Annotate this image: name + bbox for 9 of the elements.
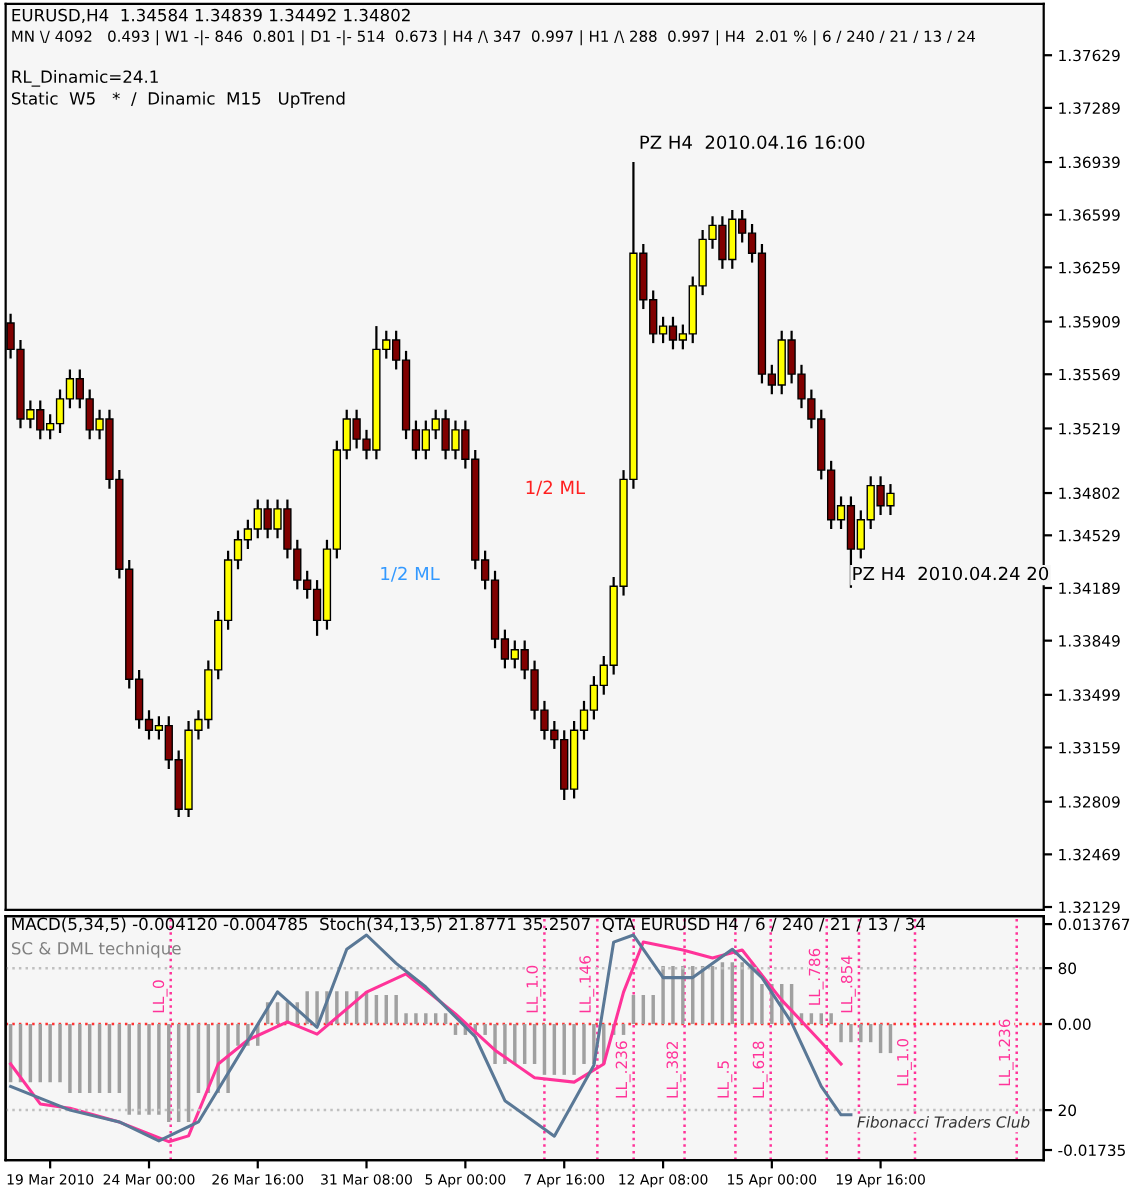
annotation: RL_Dinamic=24.1 bbox=[12, 70, 158, 87]
annotation: PZ H4 2010.04.16 16:00 bbox=[640, 135, 865, 150]
annotation: SC & DML technique bbox=[11, 941, 181, 958]
annotation: 1/2 ML bbox=[381, 566, 440, 582]
chart-title: EURUSD,H4 1.34584 1.34839 1.34492 1.34802 bbox=[12, 8, 410, 24]
chart-title: MACD(5,34,5) -0.004120 -0.004785 Stoch(34,13,5) 21.8771 35.2507 QTA EURUSD H4 / 6 / 240 / 21 / 13 / 34 bbox=[12, 917, 926, 933]
annotation: Static W5 * / Dinamic M15 UpTrend bbox=[11, 91, 345, 108]
annotation: 1/2 ML bbox=[526, 480, 586, 496]
annotation: PZ H4 2010.04.24 20 bbox=[853, 566, 1049, 581]
